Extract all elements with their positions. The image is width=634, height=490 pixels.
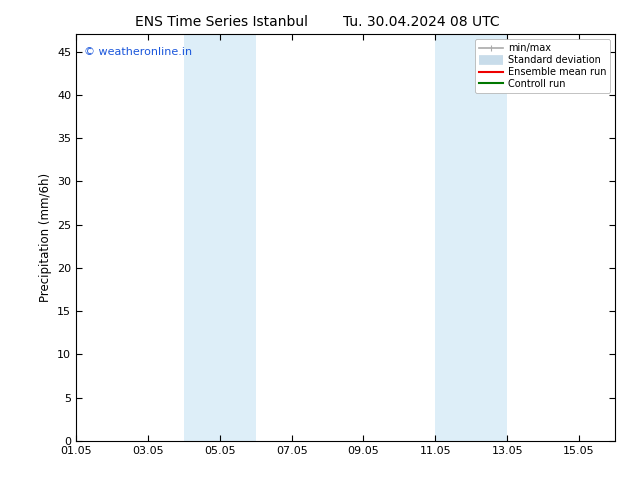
Text: ENS Time Series Istanbul        Tu. 30.04.2024 08 UTC: ENS Time Series Istanbul Tu. 30.04.2024 … bbox=[134, 15, 500, 29]
Y-axis label: Precipitation (mm/6h): Precipitation (mm/6h) bbox=[39, 173, 51, 302]
Text: © weatheronline.in: © weatheronline.in bbox=[84, 47, 192, 56]
Legend: min/max, Standard deviation, Ensemble mean run, Controll run: min/max, Standard deviation, Ensemble me… bbox=[475, 39, 610, 93]
Bar bbox=[184, 34, 256, 441]
Bar bbox=[436, 34, 507, 441]
